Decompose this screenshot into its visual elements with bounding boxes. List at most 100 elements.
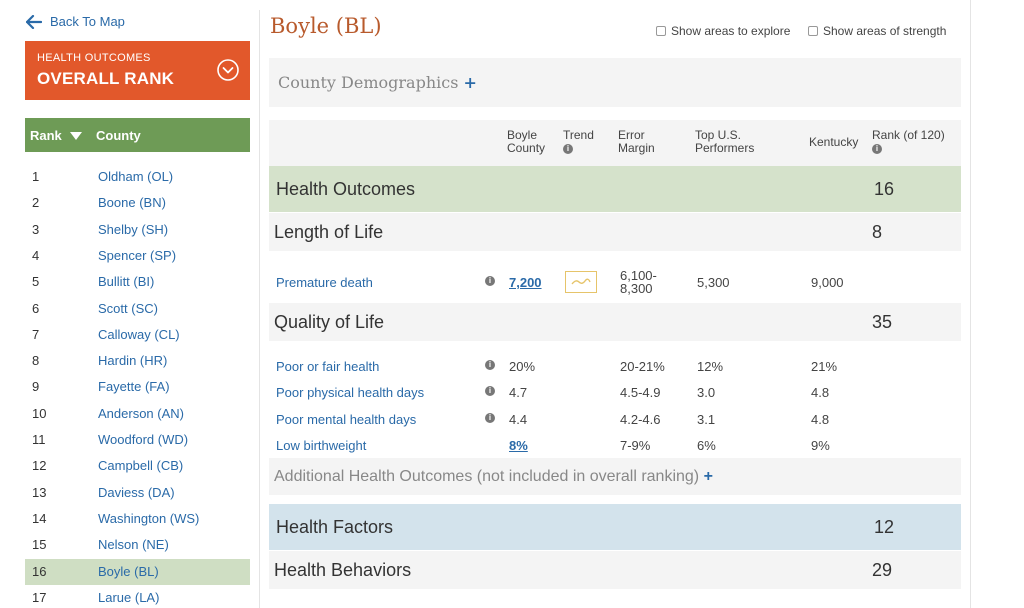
info-icon[interactable]: i	[485, 412, 495, 423]
county-list-item[interactable]: 1 Oldham (OL)	[25, 164, 250, 190]
overall-rank-dropdown[interactable]: HEALTH OUTCOMES OVERALL RANK	[25, 41, 250, 100]
back-to-map-link[interactable]: Back To Map	[26, 14, 125, 29]
info-icon[interactable]: i	[485, 386, 495, 397]
county-list-item[interactable]: 14 Washington (WS)	[25, 506, 250, 532]
county-list-item[interactable]: 13 Daviess (DA)	[25, 480, 250, 506]
county-name-link[interactable]: Daviess (DA)	[98, 484, 175, 500]
county-name-link[interactable]: Campbell (CB)	[98, 458, 184, 474]
county-name-link[interactable]: Woodford (WD)	[98, 432, 189, 447]
back-to-map-label: Back To Map	[50, 14, 125, 29]
length-of-life-rank: 8	[872, 222, 883, 242]
strength-checkbox[interactable]	[808, 26, 818, 36]
quality-of-life-rank: 35	[872, 312, 893, 332]
error-margin-value: 6,100- 8,300	[620, 268, 657, 296]
county-name-link[interactable]: Oldham (OL)	[98, 169, 174, 184]
rank-panel-subtitle: HEALTH OUTCOMES	[37, 52, 151, 64]
top-performers-value: 3.0	[697, 385, 716, 401]
county-name-link[interactable]: Boyle (BL)	[98, 563, 159, 579]
state-value: 9,000	[811, 275, 844, 290]
quality-of-life-row: Quality of Life 35	[269, 303, 961, 341]
measure-row: Low birthweight 8% 7-9% 6% 9%	[269, 432, 961, 458]
county-list-header: Rank County	[25, 118, 250, 152]
error-margin-value: 7-9%	[620, 437, 651, 453]
additional-outcomes-label: Additional Health Outcomes (not included…	[274, 468, 700, 485]
county-list-item[interactable]: 2 Boone (BN)	[25, 190, 250, 216]
county-rank: 9	[32, 379, 40, 395]
info-icon[interactable]: i	[872, 143, 882, 154]
health-behaviors-rank: 29	[872, 560, 893, 580]
county-sort-header[interactable]: County	[96, 128, 141, 143]
col-top-performers: Top U.S. Performers	[695, 128, 755, 155]
health-behaviors-row: Health Behaviors 29	[269, 551, 961, 589]
county-name-link[interactable]: Bullitt (BI)	[98, 274, 155, 290]
info-icon[interactable]: i	[563, 143, 573, 154]
county-list-item[interactable]: 10 Anderson (AN)	[25, 401, 250, 427]
county-name-link[interactable]: Calloway (CL)	[98, 326, 180, 342]
county-list-item[interactable]: 6 Scott (SC)	[25, 296, 250, 322]
health-factors-row: Health Factors 12	[269, 504, 961, 550]
county-name-link[interactable]: Larue (LA)	[98, 589, 160, 605]
rank-panel-title: OVERALL RANK	[37, 69, 175, 88]
explore-toggle-label: Show areas to explore	[671, 24, 791, 38]
county-list-item[interactable]: 11 Woodford (WD)	[25, 427, 250, 453]
county-rank: 7	[32, 326, 40, 342]
col-county: Boyle County	[507, 128, 546, 155]
state-value: 9%	[811, 437, 830, 453]
measure-row: Poor or fair health i 20% 20-21% 12% 21%	[269, 353, 961, 379]
county-rank: 17	[32, 589, 47, 605]
additional-health-outcomes-expander[interactable]: Additional Health Outcomes (not included…	[269, 458, 961, 495]
county-list-item[interactable]: 7 Calloway (CL)	[25, 322, 250, 348]
county-name-link[interactable]: Hardin (HR)	[98, 353, 168, 369]
county-rank: 2	[32, 195, 40, 211]
show-areas-to-explore-toggle[interactable]: Show areas to explore	[656, 24, 790, 38]
county-list-item[interactable]: 9 Fayette (FA)	[25, 374, 250, 400]
county-rank: 15	[32, 537, 47, 553]
show-areas-of-strength-toggle[interactable]: Show areas of strength	[808, 24, 946, 38]
county-name-link[interactable]: Fayette (FA)	[98, 379, 170, 395]
top-performers-value: 5,300	[697, 275, 730, 290]
county-list-item[interactable]: 16 Boyle (BL)	[25, 558, 250, 585]
measure-name-link[interactable]: Poor or fair health	[276, 359, 380, 374]
county-name-link[interactable]: Spencer (SP)	[98, 247, 177, 263]
measure-name-link[interactable]: Low birthweight	[276, 437, 367, 453]
rank-sort-header[interactable]: Rank	[30, 128, 82, 143]
measures-table-header: Boyle County Trend i Error Margin Top U.…	[269, 120, 961, 166]
strength-toggle-label: Show areas of strength	[823, 24, 947, 38]
error-margin-value: 4.2-4.6	[620, 411, 661, 427]
info-icon[interactable]: i	[485, 276, 495, 286]
county-value-link[interactable]: 8%	[509, 437, 528, 453]
county-list-item[interactable]: 4 Spencer (SP)	[25, 243, 250, 269]
county-name-link[interactable]: Anderson (AN)	[98, 405, 184, 421]
state-value: 21%	[811, 359, 838, 374]
health-outcomes-rank: 16	[874, 179, 895, 199]
county-demographics-expander[interactable]: County Demographics +	[269, 58, 961, 107]
county-list-item[interactable]: 3 Shelby (SH)	[25, 217, 250, 243]
county-list-item[interactable]: 8 Hardin (HR)	[25, 348, 250, 374]
county-name-link[interactable]: Scott (SC)	[98, 300, 158, 316]
health-factors-label: Health Factors	[276, 517, 394, 537]
county-name-link[interactable]: Washington (WS)	[98, 510, 200, 526]
measure-row: Poor physical health days i 4.7 4.5-4.9 3.0 4…	[269, 379, 961, 405]
measure-name-link[interactable]: Poor physical health days	[276, 385, 425, 401]
top-performers-value: 12%	[697, 359, 724, 374]
length-of-life-row: Length of Life 8	[269, 213, 961, 251]
col-state: Kentucky	[809, 135, 859, 149]
county-list-item[interactable]: 15 Nelson (NE)	[25, 532, 250, 558]
col-rank: Rank (of 120) i	[872, 128, 945, 154]
health-outcomes-row: Health Outcomes 16	[269, 166, 961, 212]
county-name-link[interactable]: Shelby (SH)	[98, 221, 169, 237]
county-rank: 13	[32, 484, 47, 500]
measure-name-link[interactable]: Premature death	[276, 275, 373, 290]
county-value-link[interactable]: 7,200	[509, 275, 542, 290]
measure-name-link[interactable]: Poor mental health days	[276, 411, 417, 427]
county-list-item[interactable]: 17 Larue (LA)	[25, 585, 250, 608]
info-icon[interactable]: i	[485, 360, 495, 370]
county-name-link[interactable]: Boone (BN)	[98, 195, 166, 211]
explore-checkbox[interactable]	[656, 26, 666, 36]
county-list-item[interactable]: 5 Bullitt (BI)	[25, 269, 250, 295]
county-rank: 6	[32, 300, 40, 316]
health-behaviors-label: Health Behaviors	[274, 560, 412, 580]
county-list-item[interactable]: 12 Campbell (CB)	[25, 453, 250, 479]
trend-line-icon[interactable]	[565, 271, 597, 293]
county-name-link[interactable]: Nelson (NE)	[98, 537, 169, 553]
